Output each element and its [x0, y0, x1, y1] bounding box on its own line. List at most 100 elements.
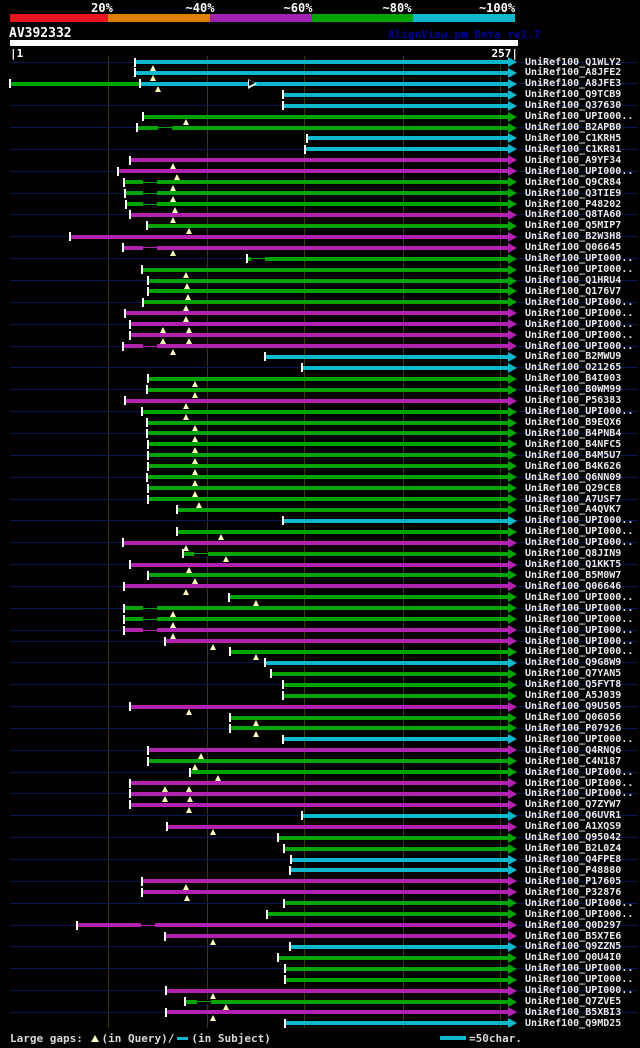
hit-label[interactable]: UniRef100_B5X7E6 — [525, 930, 622, 942]
alignment-bar[interactable] — [126, 202, 508, 207]
alignment-bar[interactable] — [130, 704, 508, 709]
alignment-bar[interactable] — [302, 813, 508, 818]
alignment-bar[interactable] — [148, 464, 508, 469]
hit-label[interactable]: UniRef100_Q1WLY2 — [525, 56, 622, 68]
alignment-bar[interactable] — [148, 442, 508, 447]
alignment-bar[interactable] — [290, 868, 508, 873]
hit-label[interactable]: UniRef100_UPI000.. — [525, 624, 634, 636]
alignment-bar[interactable] — [265, 660, 508, 665]
alignment-bar[interactable] — [147, 223, 508, 228]
hit-label[interactable]: UniRef100_A8JFE3 — [525, 78, 622, 90]
hit-label[interactable]: UniRef100_Q176V7 — [525, 285, 622, 297]
alignment-bar[interactable] — [290, 944, 508, 949]
alignment-bar[interactable] — [148, 278, 508, 283]
hit-label[interactable]: UniRef100_Q06056 — [525, 712, 622, 723]
hit-label[interactable]: UniRef100_C4N187 — [525, 755, 622, 767]
hit-label[interactable]: UniRef100_A8JFE2 — [525, 67, 622, 79]
alignment-bar[interactable] — [142, 890, 508, 895]
alignment-bar[interactable] — [283, 737, 508, 742]
alignment-bar[interactable] — [285, 966, 508, 971]
hit-label[interactable]: UniRef100_B4NFC5 — [525, 438, 622, 450]
alignment-bar[interactable] — [130, 158, 508, 163]
hit-label[interactable]: UniRef100_B2APB0 — [525, 122, 622, 134]
alignment-bar[interactable] — [177, 507, 508, 512]
hit-label[interactable]: UniRef100_UPI000.. — [525, 985, 634, 997]
alignment-bar[interactable] — [148, 759, 508, 764]
hit-label[interactable]: UniRef100_UPI000.. — [525, 111, 634, 123]
alignment-bar[interactable] — [148, 748, 508, 753]
alignment-bar[interactable] — [278, 955, 508, 960]
alignment-bar[interactable] — [140, 81, 508, 86]
alignment-bar[interactable] — [130, 802, 508, 807]
hit-label[interactable]: UniRef100_Q3TIE9 — [525, 187, 622, 199]
hit-label[interactable]: UniRef100_UPI000.. — [525, 165, 634, 177]
alignment-bar[interactable] — [124, 606, 508, 611]
hit-label[interactable]: UniRef100_Q0D297 — [525, 919, 622, 931]
hit-label[interactable]: UniRef100_UPI000.. — [525, 340, 634, 352]
hit-label[interactable]: UniRef100_UPI000.. — [525, 264, 634, 276]
hit-label[interactable]: UniRef100_Q6UVR1 — [525, 810, 622, 822]
alignment-bar[interactable] — [77, 923, 508, 928]
alignment-bar[interactable] — [283, 682, 508, 687]
alignment-bar[interactable] — [130, 791, 508, 796]
hit-label[interactable]: UniRef100_O21265 — [525, 362, 622, 374]
hit-label[interactable]: UniRef100_Q37630 — [525, 100, 622, 112]
alignment-bar[interactable] — [142, 267, 508, 272]
alignment-bar[interactable] — [123, 344, 508, 349]
hit-label[interactable]: UniRef100_UPI000.. — [525, 591, 634, 603]
alignment-bar[interactable] — [148, 573, 508, 578]
alignment-bar[interactable] — [130, 212, 508, 217]
hit-label[interactable]: UniRef100_A9YF34 — [525, 154, 622, 166]
alignment-bar[interactable] — [135, 60, 508, 64]
alignment-bar[interactable] — [305, 147, 508, 152]
hit-label[interactable]: UniRef100_C1KR81 — [525, 143, 622, 155]
hit-label[interactable]: UniRef100_UPI000.. — [525, 537, 634, 549]
hit-label[interactable]: UniRef100_Q1HRU4 — [525, 275, 622, 286]
alignment-bar[interactable] — [165, 639, 508, 644]
hit-label[interactable]: UniRef100_Q9CR84 — [525, 176, 622, 188]
hit-label[interactable]: UniRef100_UPI000.. — [525, 974, 634, 986]
hit-label[interactable]: UniRef100_P17605 — [525, 875, 622, 887]
alignment-bar[interactable] — [166, 988, 508, 993]
hit-label[interactable]: UniRef100_UPI000.. — [525, 788, 634, 800]
alignment-bar[interactable] — [230, 715, 508, 720]
alignment-bar[interactable] — [230, 649, 508, 654]
alignment-bar[interactable] — [123, 245, 508, 250]
hit-label[interactable]: UniRef100_Q9TCB9 — [525, 89, 622, 101]
alignment-bar[interactable] — [307, 136, 508, 141]
alignment-bar[interactable] — [147, 431, 508, 436]
hit-label[interactable]: UniRef100_Q7ZYW7 — [525, 799, 622, 811]
alignment-bar[interactable] — [143, 300, 508, 305]
hit-label[interactable]: UniRef100_Q6NN09 — [525, 471, 622, 483]
alignment-bar[interactable] — [10, 81, 140, 86]
hit-label[interactable]: UniRef100_Q7ZVE5 — [525, 996, 622, 1008]
hit-label[interactable]: UniRef100_B4M5U7 — [525, 449, 622, 461]
alignment-bar[interactable] — [125, 398, 508, 403]
alignment-bar[interactable] — [148, 289, 508, 294]
alignment-bar[interactable] — [165, 934, 508, 938]
alignment-bar[interactable] — [265, 354, 508, 359]
hit-label[interactable]: UniRef100_Q9U505 — [525, 701, 622, 713]
alignment-bar[interactable] — [247, 256, 508, 261]
alignment-bar[interactable] — [229, 595, 508, 600]
hit-label[interactable]: UniRef100_Q95042 — [525, 832, 622, 844]
alignment-bar[interactable] — [148, 486, 508, 491]
hit-label[interactable]: UniRef100_UPI000.. — [525, 766, 634, 778]
alignment-bar[interactable] — [166, 1010, 508, 1015]
hit-label[interactable]: UniRef100_UPI000.. — [525, 646, 634, 658]
hit-label[interactable]: UniRef100_Q9G8W9 — [525, 657, 622, 669]
alignment-bar[interactable] — [285, 1021, 508, 1026]
alignment-bar[interactable] — [130, 333, 508, 338]
alignment-bar[interactable] — [283, 518, 508, 523]
alignment-bar[interactable] — [118, 169, 508, 174]
hit-label[interactable]: UniRef100_P07926 — [525, 722, 622, 734]
hit-label[interactable]: UniRef100_Q1KKT5 — [525, 559, 622, 571]
hit-label[interactable]: UniRef100_A1XQS9 — [525, 821, 622, 833]
hit-label[interactable]: UniRef100_Q7YAN5 — [525, 668, 622, 680]
hit-label[interactable]: UniRef100_Q8TA60 — [525, 209, 622, 221]
alignment-bar[interactable] — [70, 234, 508, 239]
hit-label[interactable]: UniRef100_Q5FYT8 — [525, 679, 622, 691]
hit-label[interactable]: UniRef100_UPI000.. — [525, 329, 634, 341]
alignment-bar[interactable] — [125, 191, 508, 196]
hit-label[interactable]: UniRef100_B2W3H8 — [525, 231, 622, 243]
